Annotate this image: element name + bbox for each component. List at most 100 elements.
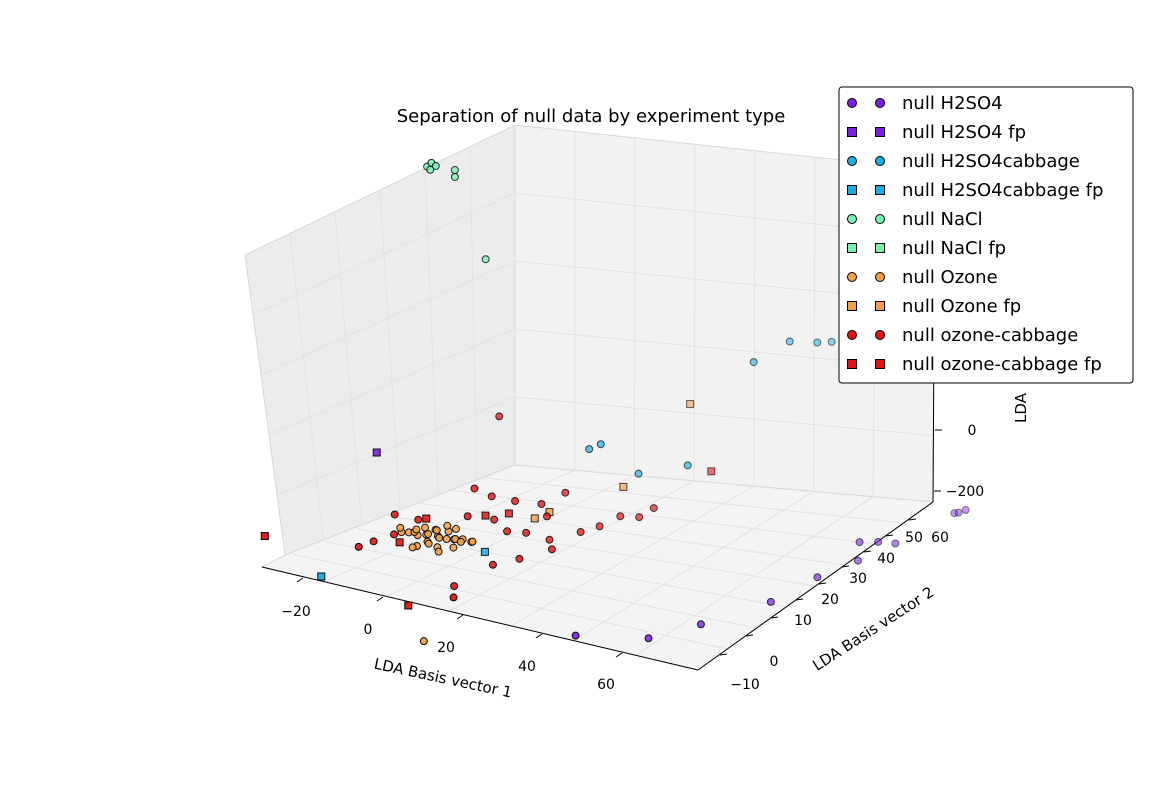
x-tick-mark	[456, 614, 464, 620]
legend-marker	[847, 98, 857, 108]
y-tick-mark	[770, 616, 779, 619]
legend-marker	[847, 301, 857, 311]
y-tick-mark	[795, 598, 804, 601]
data-point-square	[619, 482, 628, 491]
data-point-circle	[481, 255, 490, 264]
legend-marker	[875, 330, 885, 340]
y-tick-mark	[863, 550, 872, 553]
data-point-circle	[634, 469, 643, 478]
data-point-circle	[451, 524, 460, 533]
data-point-square	[707, 467, 716, 476]
data-point-circle	[390, 530, 399, 539]
data-point-circle	[408, 543, 417, 552]
data-point-circle	[954, 508, 963, 517]
chart-legend: null H2SO4 null H2SO4 fp null H2SO4cabbage…	[838, 86, 1134, 384]
legend-marker	[875, 301, 885, 311]
y-tick-label: 40	[877, 551, 895, 567]
data-point-circle	[490, 515, 499, 524]
data-point-circle	[470, 484, 479, 493]
data-point-square	[422, 514, 431, 523]
legend-marker	[875, 243, 885, 253]
data-point-circle	[766, 597, 775, 606]
grid-line	[813, 157, 816, 492]
data-point-circle	[396, 523, 405, 532]
grid-line	[334, 211, 363, 526]
data-point-circle	[950, 509, 959, 518]
data-point-square	[404, 601, 413, 610]
data-point-circle	[412, 525, 421, 534]
data-point-circle	[853, 556, 862, 565]
data-point-circle	[683, 461, 692, 470]
legend-marker	[847, 127, 857, 137]
y-tick-mark	[818, 582, 827, 585]
grid-line	[451, 490, 875, 545]
data-point-circle	[495, 412, 504, 421]
data-point-square	[372, 448, 381, 457]
data-point-square	[481, 511, 490, 520]
grid-line	[424, 168, 439, 496]
grid-line	[753, 150, 756, 487]
z-tick-label: 0	[968, 423, 977, 439]
legend-marker	[847, 272, 857, 282]
data-point-circle	[537, 499, 546, 508]
data-point-circle	[649, 504, 658, 513]
x-tick-mark	[535, 633, 543, 639]
z-tick-label: −200	[946, 484, 984, 500]
data-point-circle	[450, 582, 459, 591]
x-tick-label: −20	[281, 604, 311, 620]
data-point-circle	[463, 512, 472, 521]
y-tick-mark	[908, 518, 917, 521]
x-tick-mark	[376, 596, 384, 602]
z-axis-label: LDA	[1012, 392, 1030, 423]
data-point-circle	[547, 545, 556, 554]
legend-label: null H2SO4	[902, 93, 1003, 114]
data-point-circle	[435, 533, 444, 542]
data-point-circle	[827, 337, 836, 346]
data-point-circle	[644, 634, 653, 643]
data-point-circle	[515, 554, 524, 563]
data-point-circle	[503, 527, 512, 536]
data-point-square	[686, 400, 695, 409]
y-tick-label: 10	[794, 613, 812, 629]
data-point-circle	[522, 528, 531, 537]
data-point-circle	[488, 560, 497, 569]
data-point-circle	[414, 515, 423, 524]
grid-line	[293, 553, 728, 650]
data-point-circle	[855, 538, 864, 547]
y-tick-mark	[885, 534, 894, 537]
legend-marker	[847, 243, 857, 253]
data-point-square	[395, 538, 404, 547]
x-tick-label: 40	[518, 659, 536, 675]
data-point-circle	[571, 631, 580, 640]
y-tick-mark	[745, 634, 754, 637]
data-point-circle	[487, 492, 496, 501]
x-axis-line	[261, 566, 699, 671]
legend-marker	[875, 214, 885, 224]
data-point-circle	[354, 542, 363, 551]
data-point-circle	[891, 539, 900, 548]
data-point-circle	[545, 535, 554, 544]
data-point-circle	[426, 165, 435, 174]
x-tick-label: 0	[364, 622, 373, 638]
data-point-circle	[390, 510, 399, 519]
data-points	[260, 158, 970, 646]
legend-marker	[875, 185, 885, 195]
grid-line	[289, 233, 324, 541]
legend-marker	[875, 156, 885, 166]
data-point-square	[317, 572, 326, 581]
data-point-circle	[813, 338, 822, 347]
legend-marker	[875, 359, 885, 369]
y-tick-mark	[841, 565, 850, 568]
data-point-circle	[456, 537, 465, 546]
y-tick-label: 0	[770, 654, 779, 670]
data-point-circle	[749, 358, 758, 367]
data-point-square	[530, 514, 539, 523]
legend-box	[838, 86, 1134, 384]
legend-marker	[847, 214, 857, 224]
legend-label: null ozone-cabbage fp	[902, 354, 1102, 375]
data-point-circle	[449, 593, 458, 602]
grid-line	[379, 189, 401, 511]
grid-line	[420, 502, 845, 566]
